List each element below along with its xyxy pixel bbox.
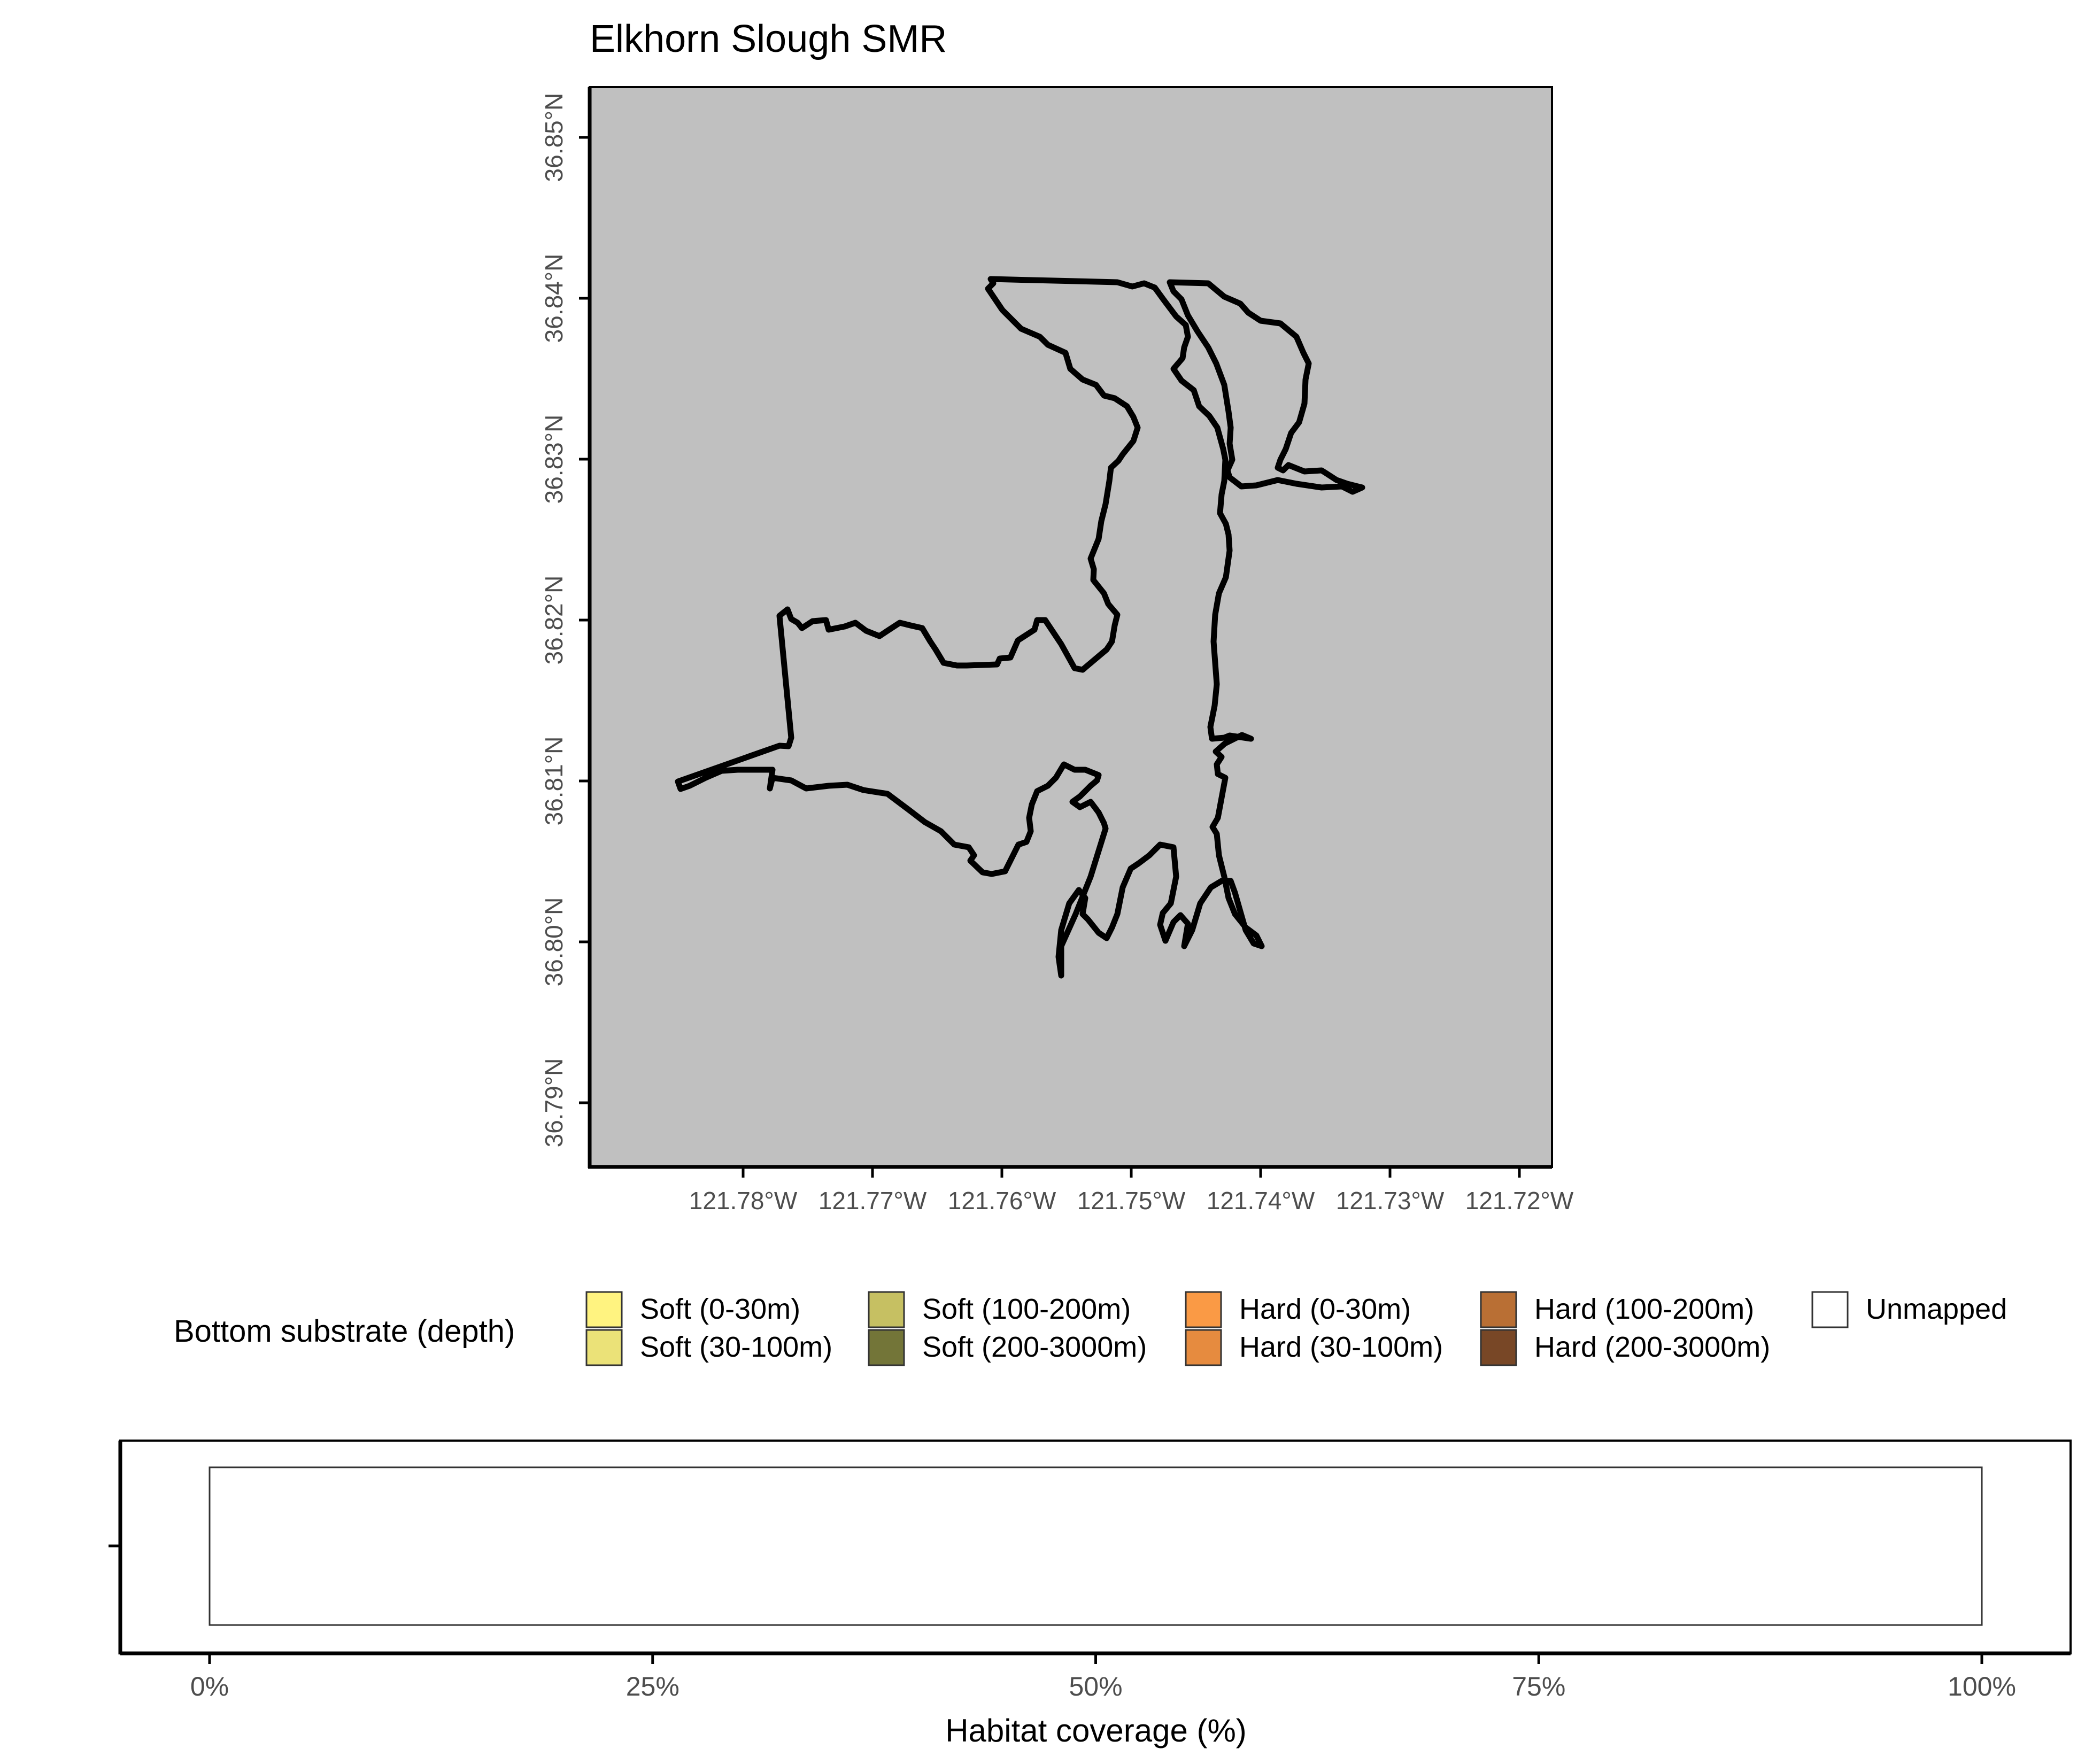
legend-label: Soft (30-100m)	[640, 1331, 832, 1363]
legend-label: Soft (0-30m)	[640, 1293, 800, 1325]
map-y-tick-label: 36.85°N	[540, 93, 568, 182]
legend-swatch	[868, 1329, 905, 1366]
coverage-x-label: Habitat coverage (%)	[945, 1713, 1247, 1748]
legend-label: Hard (200-3000m)	[1534, 1331, 1770, 1363]
legend-swatch	[1185, 1291, 1222, 1328]
legend-label: Soft (200-3000m)	[922, 1331, 1147, 1363]
map-y-tick-label: 36.82°N	[540, 576, 568, 665]
map-x-tick-label: 121.75°W	[1077, 1187, 1186, 1214]
legend-label: Hard (30-100m)	[1239, 1331, 1443, 1363]
coverage-x-tick-label: 25%	[626, 1672, 679, 1701]
coverage-x-tick-label: 0%	[190, 1672, 229, 1701]
legend: Bottom substrate (depth) Soft (0-30m)Sof…	[174, 1291, 2007, 1366]
map-panel: 121.78°W 121.77°W 121.76°W 121.75°W 121.74°W…	[540, 86, 1574, 1214]
coverage-x-tick-label: 100%	[1948, 1672, 2016, 1701]
legend-swatch	[585, 1329, 623, 1366]
map-y-tick-label: 36.79°N	[540, 1058, 568, 1148]
map-y-tick-label: 36.84°N	[540, 254, 568, 343]
coverage-x-tick-label: 75%	[1512, 1672, 1565, 1701]
legend-label: Soft (100-200m)	[922, 1293, 1131, 1325]
coverage-panel: 0% 25% 50% 75% 100% Habitat coverage (%)	[109, 1440, 2072, 1748]
coverage-x-tick-label: 50%	[1069, 1672, 1122, 1701]
map-y-ticks: 36.79°N 36.80°N 36.81°N 36.82°N 36.83°N 36.84…	[540, 93, 590, 1148]
legend-swatch	[1185, 1329, 1222, 1366]
map-y-tick-label: 36.81°N	[540, 737, 568, 826]
map-x-tick-label: 121.78°W	[689, 1187, 798, 1214]
legend-swatch	[585, 1291, 623, 1328]
map-x-tick-label: 121.72°W	[1465, 1187, 1574, 1214]
legend-items: Soft (0-30m) Soft (30-100m) Soft (100-200m…	[585, 1291, 2007, 1366]
legend-swatch	[868, 1291, 905, 1328]
map-x-tick-label: 121.73°W	[1336, 1187, 1445, 1214]
coverage-x-ticks: 0% 25% 50% 75% 100%	[190, 1653, 2016, 1701]
legend-swatch	[1811, 1291, 1849, 1328]
map-y-tick-label: 36.80°N	[540, 898, 568, 987]
map-x-tick-label: 121.76°W	[948, 1187, 1056, 1214]
legend-label: Unmapped	[1866, 1293, 2007, 1325]
coverage-bars	[208, 1466, 1983, 1626]
map-title: Elkhorn Slough SMR	[590, 18, 947, 60]
map-y-tick-label: 36.83°N	[540, 415, 568, 504]
map-x-ticks: 121.78°W 121.77°W 121.76°W 121.75°W 121.74°W…	[689, 1167, 1574, 1214]
legend-swatch	[1480, 1291, 1517, 1328]
map-background	[589, 86, 1553, 1168]
legend-swatch	[1480, 1329, 1517, 1366]
legend-label: Hard (100-200m)	[1534, 1293, 1754, 1325]
map-x-tick-label: 121.77°W	[818, 1187, 927, 1214]
smr-boundary-east	[1167, 279, 1365, 495]
legend-label: Hard (0-30m)	[1239, 1293, 1411, 1325]
map-x-tick-label: 121.74°W	[1207, 1187, 1315, 1214]
coverage-bar-segment	[208, 1466, 1983, 1626]
legend-title: Bottom substrate (depth)	[174, 1314, 515, 1349]
smr-boundary	[675, 276, 1265, 979]
